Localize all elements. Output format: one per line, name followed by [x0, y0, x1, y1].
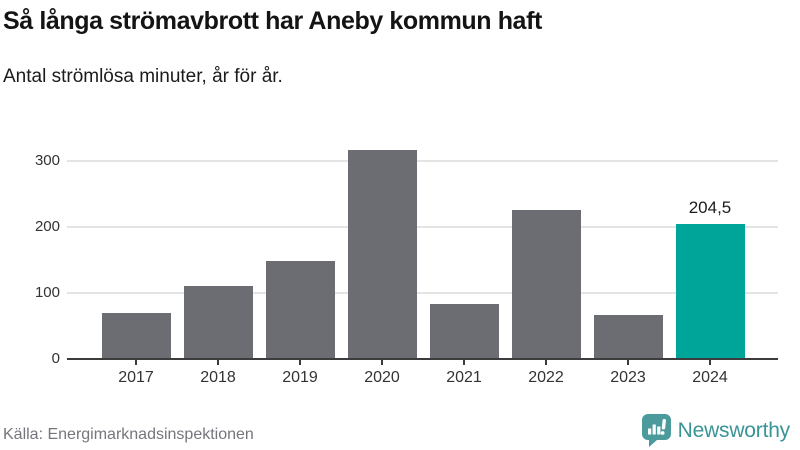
bar-2023 [593, 315, 663, 359]
x-axis-label: 2022 [528, 369, 564, 386]
bar-2024 [675, 223, 745, 359]
x-axis-tick [135, 360, 137, 365]
bar-2017 [101, 313, 171, 359]
x-axis-tick [217, 360, 219, 365]
x-axis-label: 2020 [364, 369, 400, 386]
x-axis-tick [381, 360, 383, 365]
newsworthy-logo-text: Newsworthy [677, 418, 791, 442]
bar-2019 [265, 261, 335, 359]
bar-chart-speech-bubble-icon [641, 414, 671, 447]
bar-2022 [511, 210, 581, 359]
x-axis-tick [545, 360, 547, 365]
x-axis-tick [299, 360, 301, 365]
x-axis-label: 2019 [282, 369, 318, 386]
gridline [67, 291, 778, 294]
bar-value-label: 204,5 [688, 197, 732, 217]
x-axis-label: 2018 [200, 369, 236, 386]
x-axis-label: 2023 [610, 369, 646, 386]
x-axis-tick [463, 360, 465, 365]
gridline [67, 159, 778, 162]
x-axis-label: 2017 [118, 369, 154, 386]
y-axis-label: 100 [34, 283, 60, 301]
y-axis-label: 0 [51, 350, 60, 367]
x-axis-tick [709, 360, 711, 365]
bar-2020 [347, 149, 417, 359]
x-axis-label: 2021 [446, 369, 482, 386]
y-axis-label: 200 [34, 217, 60, 235]
newsworthy-logo: Newsworthy [641, 414, 791, 447]
x-axis-label: 2024 [692, 369, 728, 386]
y-axis-label: 300 [34, 151, 60, 169]
source-text: Källa: Energimarknadsinspektionen [3, 426, 254, 443]
x-axis-line [67, 358, 778, 360]
bar-2021 [429, 304, 499, 359]
x-axis-tick [627, 360, 629, 365]
bar-2018 [183, 285, 253, 359]
page-title: Så långa strömavbrott har Aneby kommun h… [3, 7, 542, 35]
page-subtitle: Antal strömlösa minuter, år för år. [3, 66, 283, 87]
gridline [67, 225, 778, 228]
